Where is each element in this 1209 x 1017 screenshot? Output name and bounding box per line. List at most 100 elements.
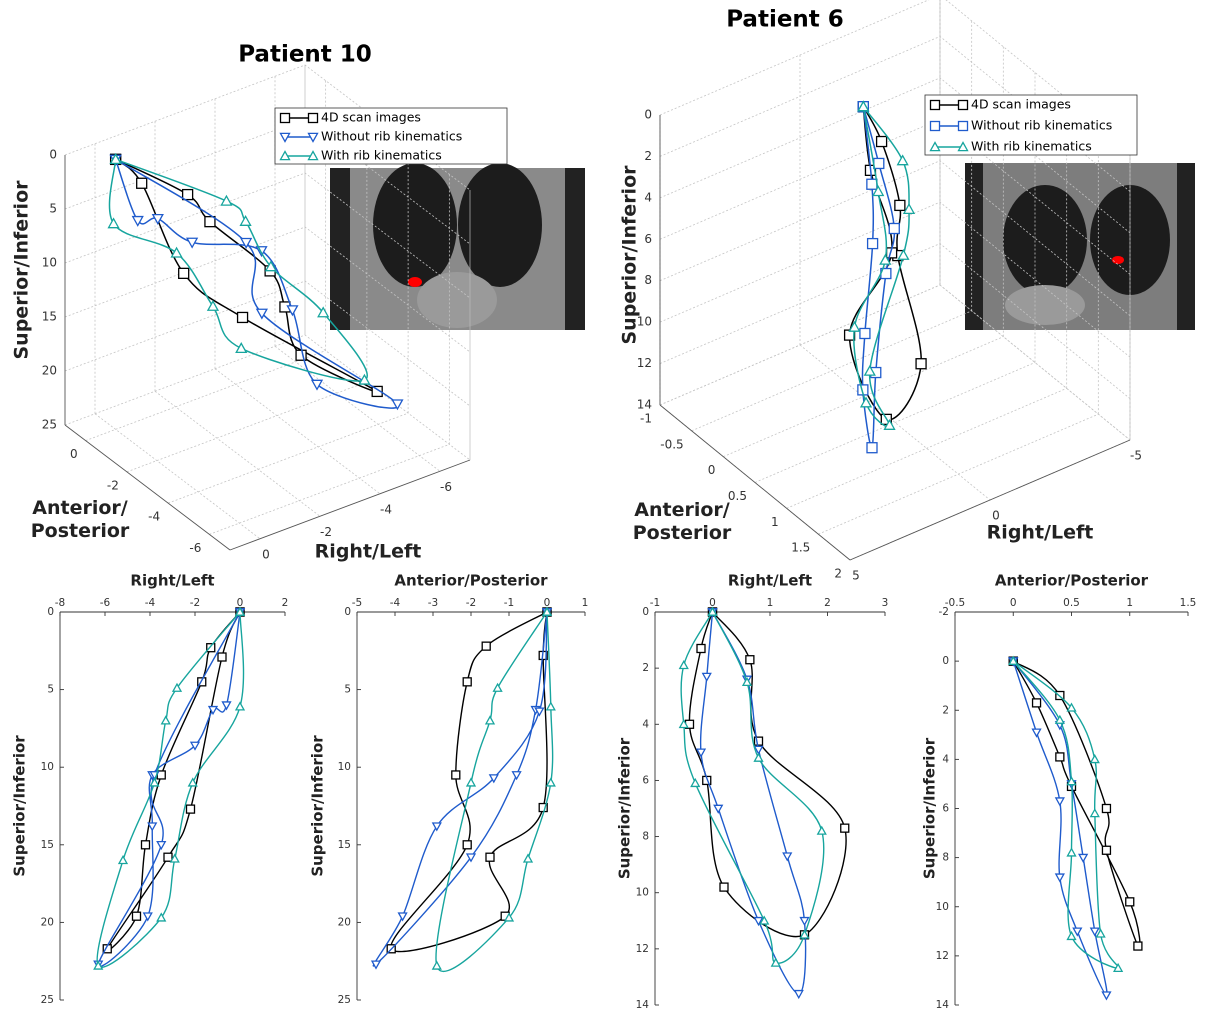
x-tick-label: 0 xyxy=(237,597,244,609)
marker xyxy=(156,912,167,922)
ct-inset xyxy=(965,163,1195,330)
x-tick-label: 5 xyxy=(852,569,860,583)
marker xyxy=(371,385,383,398)
x-tick-label: -2 xyxy=(466,597,476,609)
marker xyxy=(883,418,896,430)
x-axis-label: Right/Left xyxy=(130,572,214,590)
y-tick-label: 5 xyxy=(344,684,351,696)
grid-line xyxy=(818,413,1099,535)
x-tick-label: -4 xyxy=(145,597,156,609)
y-tick-label: 25 xyxy=(338,994,351,1006)
marker xyxy=(462,677,472,687)
y-tick-label: 10 xyxy=(636,887,649,899)
marker xyxy=(753,916,764,927)
marker xyxy=(511,771,522,781)
y-axis-label: Superior/Inferior xyxy=(11,735,29,877)
series-line xyxy=(688,611,847,938)
series-line xyxy=(372,611,548,967)
marker xyxy=(875,135,888,148)
z-tick-label: 0 xyxy=(49,148,57,162)
marker xyxy=(240,237,253,249)
marker xyxy=(117,854,129,865)
marker xyxy=(799,929,810,939)
marker xyxy=(178,267,190,279)
marker xyxy=(753,745,764,755)
y-tick-label: 1.5 xyxy=(791,541,810,555)
marker xyxy=(1089,927,1100,937)
marker xyxy=(816,825,827,835)
y-tick-label: 15 xyxy=(41,839,54,851)
marker xyxy=(204,216,216,228)
grid-line xyxy=(167,412,409,504)
marker xyxy=(235,342,248,354)
x-tick-label: 1.5 xyxy=(1180,597,1197,609)
x-tick-label: -0.5 xyxy=(945,597,966,609)
marker xyxy=(545,777,556,787)
axis-line xyxy=(659,404,851,561)
marker xyxy=(171,682,183,692)
y-tick-label: 4 xyxy=(942,753,949,765)
marker xyxy=(295,349,307,361)
y-tick-label: -4 xyxy=(148,510,160,524)
y-axis-label: Anterior/Posterior xyxy=(633,499,732,544)
grid-line xyxy=(94,413,261,540)
marker xyxy=(793,989,804,1000)
marker xyxy=(678,659,689,670)
marker xyxy=(1066,776,1077,786)
grid-line xyxy=(691,310,972,432)
x-tick-label: -8 xyxy=(55,597,65,609)
marker xyxy=(239,214,252,226)
grid-line xyxy=(786,387,1067,509)
marker xyxy=(217,652,227,662)
x-axis-label: Right/Left xyxy=(315,541,422,563)
marker xyxy=(1078,853,1089,863)
grid-line xyxy=(209,444,450,535)
x-tick-label: 0 xyxy=(262,547,270,561)
legend-marker xyxy=(957,120,969,132)
y-tick-label: 8 xyxy=(942,852,949,864)
marker xyxy=(522,853,534,863)
marker xyxy=(741,676,753,687)
z-tick-label: 15 xyxy=(42,310,57,324)
z-tick-label: 2 xyxy=(644,149,652,163)
y-tick-label: 0 xyxy=(47,606,54,618)
y-axis-label: Anterior/Posterior xyxy=(31,497,130,542)
marker xyxy=(1054,714,1065,724)
marker xyxy=(492,682,503,692)
marker xyxy=(545,701,556,711)
z-tick-label: 4 xyxy=(644,190,652,204)
grid-line xyxy=(754,362,1036,483)
marker xyxy=(873,157,885,170)
marker xyxy=(187,777,198,787)
x-tick-label: -6 xyxy=(440,480,452,494)
marker xyxy=(140,840,151,850)
y-tick-label: 20 xyxy=(338,916,351,928)
marker xyxy=(894,199,906,212)
legend-label: 4D scan images xyxy=(971,97,1071,112)
x-tick-label: 1 xyxy=(767,597,774,609)
y-tick-label: 14 xyxy=(636,999,650,1011)
marker xyxy=(147,822,158,832)
marker xyxy=(207,705,219,716)
y-tick-label: 14 xyxy=(936,999,950,1011)
x-tick-label: 0 xyxy=(992,509,1000,523)
y-tick-label: -1 xyxy=(640,412,652,426)
marker xyxy=(431,822,442,832)
series-line xyxy=(848,106,922,421)
y-tick-label: 0 xyxy=(708,463,716,477)
y-tick-label: 6 xyxy=(942,803,949,815)
marker xyxy=(142,912,153,922)
series-line xyxy=(435,611,554,973)
y-tick-label: 12 xyxy=(936,950,949,962)
y-tick-label: 2 xyxy=(942,704,949,716)
x-axis-label: Right/Left xyxy=(987,522,1094,544)
series-line xyxy=(680,611,825,964)
legend-marker xyxy=(279,150,291,161)
z-tick-label: 25 xyxy=(42,418,57,432)
marker xyxy=(481,641,491,651)
marker xyxy=(286,305,299,317)
z-axis-label: Superior/Inferior xyxy=(11,180,33,360)
y-axis-label: Superior/Inferior xyxy=(616,737,634,879)
marker xyxy=(465,777,477,787)
x-tick-label: 0.5 xyxy=(1063,597,1080,609)
